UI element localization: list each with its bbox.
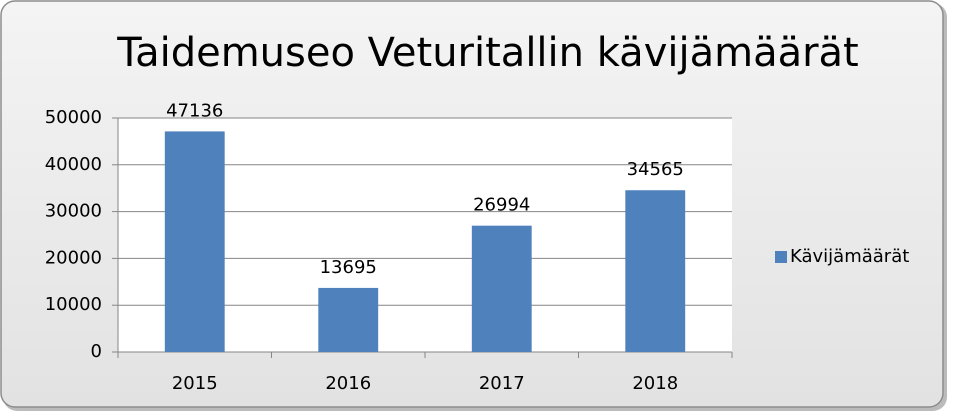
data-label: 26994 (473, 195, 530, 216)
data-label: 47136 (166, 100, 223, 121)
x-tick-label: 2018 (632, 373, 678, 394)
chart-title: Taidemuseo Veturitallin kävijämäärät (116, 30, 858, 76)
data-label: 13695 (320, 257, 377, 278)
bar (471, 225, 532, 352)
legend-swatch (775, 251, 787, 263)
bar (164, 131, 225, 352)
legend-label: Kävijämäärät (790, 246, 909, 267)
y-tick-label: 40000 (45, 154, 102, 175)
x-tick-label: 2016 (325, 373, 371, 394)
x-tick-label: 2017 (479, 373, 525, 394)
y-tick-label: 10000 (45, 294, 102, 315)
y-tick-label: 30000 (45, 201, 102, 222)
y-tick-label: 50000 (45, 107, 102, 128)
y-tick-label: 20000 (45, 247, 102, 268)
bar (318, 287, 379, 352)
data-label: 34565 (627, 159, 684, 180)
y-tick-label: 0 (91, 341, 102, 362)
x-tick-label: 2015 (172, 373, 218, 394)
bar (625, 190, 686, 352)
